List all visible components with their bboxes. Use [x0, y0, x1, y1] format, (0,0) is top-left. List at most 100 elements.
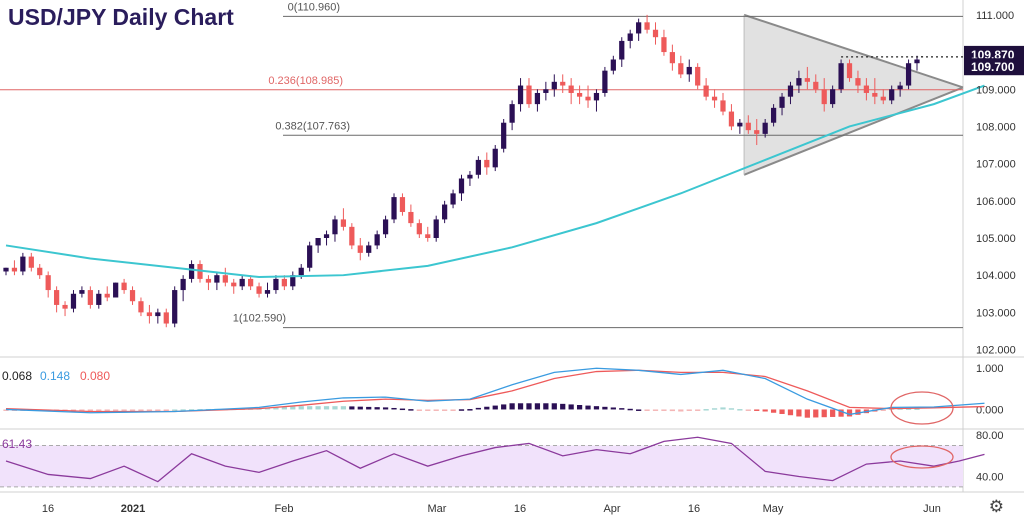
- macd-histogram-bar: [796, 409, 802, 417]
- candle-body: [382, 219, 389, 235]
- candle-body: [627, 33, 633, 41]
- triangle-lower-line: [743, 86, 964, 176]
- candle-body: [264, 290, 271, 294]
- candle-body: [239, 278, 245, 287]
- macd-histogram-bar: [340, 406, 347, 410]
- candle-body: [298, 267, 304, 276]
- candle-body: [37, 267, 43, 276]
- candle-body: [813, 81, 819, 90]
- candle-body: [205, 278, 212, 283]
- candle-body: [248, 278, 254, 287]
- macd-signal-value: 0.080: [80, 369, 110, 383]
- candle-body: [113, 282, 119, 298]
- macd-histogram-bar: [813, 409, 819, 418]
- macd-histogram-bar: [399, 408, 406, 411]
- y-tick-label: 109.000: [976, 84, 1016, 96]
- candle-body: [70, 293, 77, 309]
- candle-body: [754, 130, 760, 134]
- candle-body: [745, 122, 751, 131]
- rsi-highlight-circle: [890, 445, 954, 469]
- macd-histogram-bar: [458, 409, 465, 411]
- candle-body: [830, 89, 836, 105]
- candle-body: [425, 234, 431, 238]
- macd-histogram-bar: [104, 409, 110, 411]
- macd-histogram-bar: [323, 406, 330, 410]
- candle-body: [450, 193, 456, 205]
- candle-body: [737, 122, 743, 127]
- candle-body: [129, 290, 136, 302]
- macd-histogram-bar: [357, 406, 363, 410]
- macd-histogram-bar: [754, 409, 760, 411]
- candle-body: [3, 267, 9, 272]
- candle-body: [568, 85, 574, 93]
- macd-histogram-bar: [770, 409, 777, 413]
- macd-histogram-bar: [501, 404, 507, 410]
- candle-body: [315, 238, 321, 246]
- macd-histogram-bar: [180, 409, 186, 411]
- macd-histogram-bar: [475, 407, 481, 410]
- candle-body: [28, 256, 34, 268]
- macd-histogram-bar: [905, 408, 912, 410]
- macd-histogram-bar: [307, 406, 313, 410]
- y-tick-label: 107.000: [976, 159, 1016, 171]
- candle-body: [458, 178, 465, 194]
- candle-body: [290, 275, 296, 287]
- macd-histogram-bar: [121, 409, 127, 411]
- candle-body: [188, 264, 195, 279]
- macd-histogram-bar: [172, 409, 178, 411]
- macd-histogram-bar: [442, 409, 448, 411]
- candle-body: [728, 111, 735, 127]
- candle-body: [374, 234, 380, 246]
- candle-body: [897, 85, 903, 90]
- chart-grid: [0, 0, 1024, 493]
- candle-body: [652, 29, 659, 38]
- candle-body: [560, 81, 566, 86]
- macd-value: 0.148: [40, 369, 70, 383]
- macd-histogram-bar: [602, 406, 608, 410]
- candle-body: [357, 245, 363, 253]
- candle-body: [399, 197, 406, 212]
- candle-body: [804, 78, 810, 82]
- candle-body: [770, 107, 777, 123]
- candle-body: [703, 85, 709, 97]
- candle-body: [323, 234, 330, 238]
- candle-body: [695, 66, 701, 86]
- candle-body: [551, 81, 557, 90]
- candle-body: [492, 148, 498, 168]
- rsi-y-tick: 40.00: [976, 472, 1004, 484]
- candle-body: [543, 89, 549, 93]
- candle-body: [104, 293, 110, 298]
- candle-body: [121, 282, 127, 291]
- candle-body: [442, 204, 448, 220]
- y-tick-label: 102.000: [976, 345, 1016, 357]
- x-tick-label: 16: [514, 503, 526, 515]
- x-tick-label: Mar: [428, 503, 447, 515]
- macd-histogram-bar: [846, 409, 853, 417]
- macd-histogram-bar: [644, 409, 650, 411]
- macd-histogram-bar: [79, 409, 85, 411]
- candle-body: [602, 70, 608, 93]
- fibonacci-levels: 0(110.960) 0.236(108.985) 0.382(107.763) 1(…: [0, 1, 963, 329]
- candlestick-series[interactable]: [3, 14, 920, 328]
- macd-y-tick: 1.000: [976, 363, 1004, 375]
- x-tick-label: Feb: [275, 503, 294, 515]
- gear-icon[interactable]: ⚙: [988, 497, 1004, 517]
- candle-body: [720, 100, 726, 112]
- candle-body: [526, 85, 532, 105]
- macd-histogram-bar: [155, 409, 161, 411]
- x-tick-label: 16: [688, 503, 700, 515]
- x-tick-label: Apr: [603, 503, 620, 515]
- triangle-upper-line: [743, 13, 964, 89]
- x-tick-label: 2021: [121, 503, 145, 515]
- macd-histogram-bar: [332, 406, 338, 410]
- candle-body: [214, 275, 220, 283]
- candle-body: [53, 290, 60, 305]
- rsi-band: [0, 445, 963, 487]
- macd-histogram-bar: [366, 406, 372, 410]
- x-tick-label: 16: [42, 503, 54, 515]
- macd-histogram-bar: [737, 409, 743, 411]
- candle-body: [484, 159, 490, 168]
- rsi-value: 61.43: [2, 437, 32, 451]
- candle-body: [593, 92, 600, 101]
